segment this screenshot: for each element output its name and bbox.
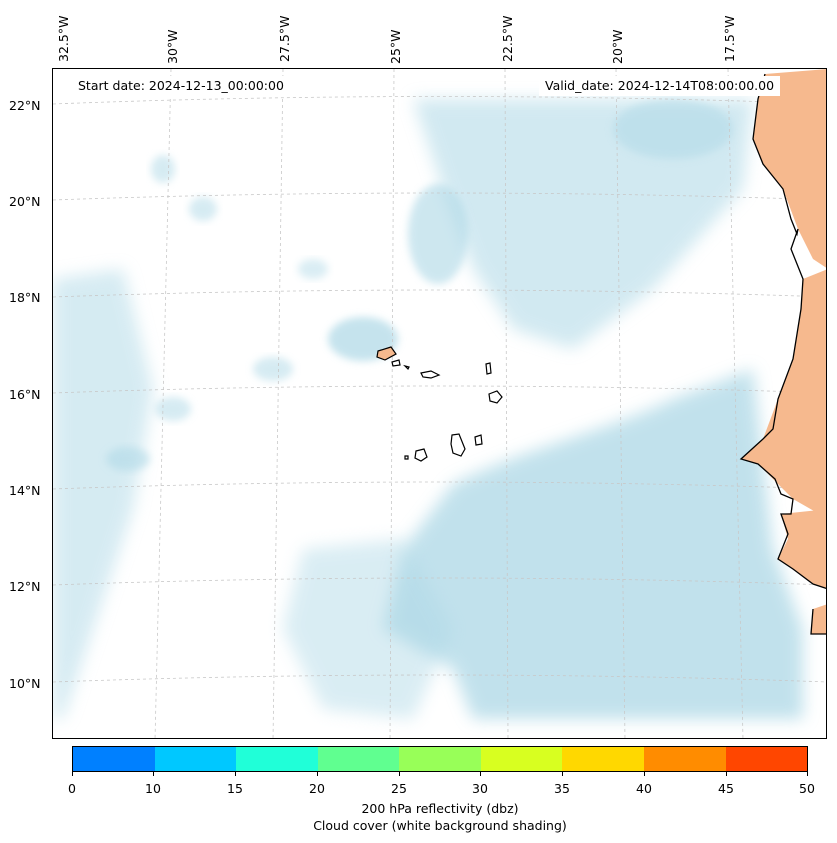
colorbar-segment-40-45 (643, 747, 726, 771)
gridline-lon-25w (389, 69, 395, 738)
gridline-lon-17-5w (727, 69, 744, 738)
lon-label-30w: 30°W (165, 29, 180, 64)
island-sao-vicente (391, 359, 401, 367)
gridline-lon-30w (154, 69, 172, 738)
colorbar-tickmark-20 (317, 772, 318, 776)
colorbar-tickmark-30 (480, 772, 481, 776)
colorbar-tickmark-40 (644, 772, 645, 776)
colorbar-label-reflectivity: 200 hPa reflectivity (dbz) (361, 801, 519, 816)
island-santiago (450, 433, 466, 457)
island-brava (404, 455, 409, 460)
colorbar-tick-15: 15 (227, 781, 243, 796)
colorbar-label-cloud-cover: Cloud cover (white background shading) (313, 818, 567, 833)
gridline-lon-22-5w (504, 69, 509, 738)
colorbar (72, 746, 808, 772)
gridline-lon-27-5w (272, 69, 284, 738)
colorbar-tickmark-45 (726, 772, 727, 776)
colorbar-segment-25-30 (399, 747, 481, 771)
island-sal (485, 362, 492, 375)
cloud-patch-west-2 (155, 397, 191, 421)
colorbar-tick-30: 30 (472, 781, 488, 796)
land-senegal (741, 269, 826, 518)
lat-label-20n: 20°N (9, 194, 41, 209)
coastline-africa (739, 73, 826, 590)
colorbar-segment-10-15 (154, 747, 237, 771)
cloud-patch-mid (298, 259, 328, 279)
lon-label-20w: 20°W (610, 29, 625, 64)
colorbar-tick-50: 50 (799, 781, 815, 796)
cloud-patch-north-1 (408, 184, 468, 284)
island-sao-nicolau (420, 370, 441, 379)
colorbar-tickmark-10 (153, 772, 154, 776)
start-date-label: Start date: 2024-12-13_00:00:00 (72, 76, 290, 96)
cloud-patch-north-2 (189, 197, 217, 221)
gridline-lat-12n (53, 577, 826, 586)
colorbar-segment-0-10 (73, 747, 155, 771)
colorbar-tick-20: 20 (309, 781, 325, 796)
lat-label-10n: 10°N (9, 676, 41, 691)
cloud-strip-west (53, 269, 153, 719)
lat-label-22n: 22°N (9, 98, 41, 113)
colorbar-segment-15-20 (236, 747, 318, 771)
colorbar-tick-10: 10 (145, 781, 161, 796)
colorbar-tick-45: 45 (718, 781, 734, 796)
lon-label-32-5w: 32.5°W (56, 15, 71, 62)
land-guinea-bissau (778, 509, 826, 589)
colorbar-segment-35-40 (562, 747, 644, 771)
cloud-cover-shading (53, 99, 803, 719)
island-santa-luzia (403, 364, 410, 371)
colorbar-tick-0: 0 (68, 781, 76, 796)
gridline-lat-20n (53, 192, 826, 201)
island-boa-vista (488, 390, 503, 404)
gridline-lat-16n (53, 385, 826, 394)
lat-label-14n: 14°N (9, 483, 41, 498)
colorbar-tickmark-15 (235, 772, 236, 776)
map-canvas (53, 69, 826, 738)
cloud-band-northeast (413, 99, 753, 349)
land-northeast (753, 69, 826, 268)
island-santo-antao (376, 346, 397, 361)
land-shading (741, 69, 826, 634)
map-plot-area (52, 68, 827, 739)
lon-label-25w: 25°W (388, 29, 403, 64)
lat-label-16n: 16°N (9, 387, 41, 402)
cloud-patch-southwest (283, 539, 453, 719)
lat-label-18n: 18°N (9, 290, 41, 305)
lat-label-12n: 12°N (9, 579, 41, 594)
colorbar-tick-40: 40 (636, 781, 652, 796)
cloud-patch-far-ne (613, 99, 733, 159)
colorbar-segment-45-50 (725, 747, 808, 771)
cloud-patch-center (253, 357, 293, 381)
land-guinea-coast (811, 604, 826, 634)
cape-verde-islands (376, 346, 503, 462)
lon-label-22-5w: 22.5°W (500, 15, 515, 62)
graticule-gridlines (53, 69, 826, 738)
colorbar-tick-35: 35 (554, 781, 570, 796)
gridline-lat-18n (53, 289, 826, 298)
colorbar-tickmark-25 (399, 772, 400, 776)
gridline-lat-22n (53, 96, 826, 105)
gridline-lat-10n (53, 674, 826, 683)
island-fogo (414, 448, 428, 462)
coastline (739, 73, 826, 635)
colorbar-tickmark-50 (807, 772, 808, 776)
gridline-lon-20w (615, 69, 626, 738)
colorbar-tickmark-0 (72, 772, 73, 776)
colorbar-tickmark-35 (562, 772, 563, 776)
colorbar-segment-20-25 (317, 747, 400, 771)
colorbar-segment-30-35 (480, 747, 563, 771)
cloud-band-south (383, 369, 803, 719)
cloud-patch-west-1 (106, 447, 150, 471)
lon-label-27-5w: 27.5°W (277, 15, 292, 62)
island-maio (474, 434, 483, 446)
coastline-guinea (810, 608, 826, 635)
colorbar-tick-25: 25 (391, 781, 407, 796)
lon-label-17-5w: 17.5°W (722, 15, 737, 62)
gridline-lat-14n (53, 481, 826, 490)
cloud-patch-north-3 (151, 155, 175, 183)
valid-date-label: Valid_date: 2024-12-14T08:00:00.00 (539, 76, 781, 96)
